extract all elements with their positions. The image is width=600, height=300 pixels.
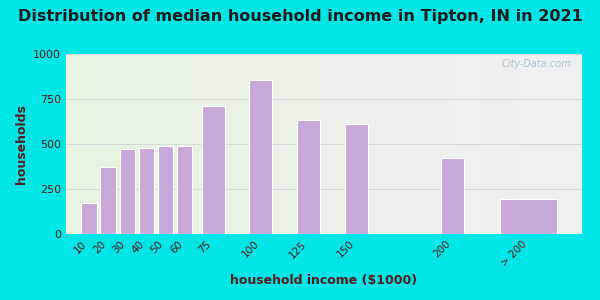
Bar [177,146,192,234]
Y-axis label: households: households [14,104,28,184]
Bar [81,202,97,234]
X-axis label: household income ($1000): household income ($1000) [230,274,418,287]
Bar [500,199,557,234]
Text: City-Data.com: City-Data.com [502,59,572,69]
Bar [158,146,173,234]
Bar [119,149,135,234]
Bar [345,124,368,234]
Bar [297,120,320,234]
Bar [250,80,272,234]
Bar [139,148,154,234]
Bar [100,167,116,234]
Bar [440,158,464,234]
Bar [202,106,224,234]
Text: Distribution of median household income in Tipton, IN in 2021: Distribution of median household income … [17,9,583,24]
